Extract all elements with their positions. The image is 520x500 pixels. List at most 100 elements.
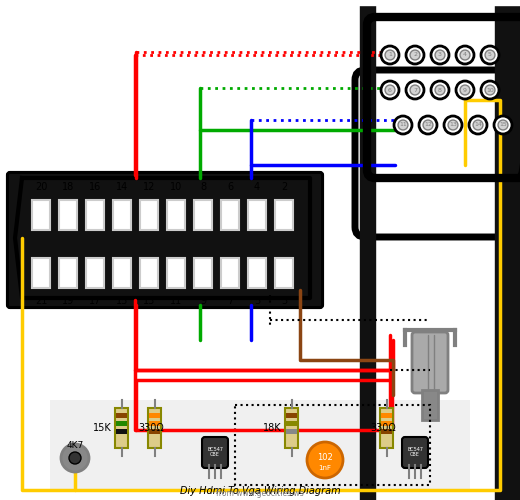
Text: 9: 9	[463, 88, 467, 92]
Bar	[221, 258, 239, 288]
Circle shape	[448, 120, 458, 130]
Text: 16: 16	[89, 182, 101, 192]
Text: 8: 8	[438, 88, 442, 92]
Circle shape	[431, 81, 449, 99]
Text: 14: 14	[474, 122, 482, 128]
Circle shape	[69, 452, 81, 464]
Polygon shape	[495, 0, 510, 500]
Text: 4: 4	[254, 182, 260, 192]
Bar	[286, 421, 297, 426]
Circle shape	[381, 46, 399, 64]
Circle shape	[485, 50, 495, 60]
Bar	[140, 258, 158, 288]
Text: BC547
CBE: BC547 CBE	[407, 446, 423, 458]
Polygon shape	[500, 0, 520, 500]
Text: BC547
CBE: BC547 CBE	[207, 446, 223, 458]
Text: 18K: 18K	[263, 423, 282, 433]
Circle shape	[460, 50, 470, 60]
Circle shape	[435, 50, 445, 60]
Bar	[140, 200, 158, 230]
Circle shape	[498, 120, 508, 130]
Text: 13: 13	[143, 296, 155, 306]
Text: 6: 6	[388, 88, 392, 92]
Text: 9: 9	[200, 296, 206, 306]
Text: 12: 12	[143, 182, 155, 192]
Bar	[194, 258, 212, 288]
Bar	[286, 429, 297, 434]
Circle shape	[444, 116, 462, 134]
Text: 330Ω: 330Ω	[370, 423, 396, 433]
Bar	[50, 400, 470, 490]
FancyBboxPatch shape	[355, 70, 505, 237]
Circle shape	[410, 50, 420, 60]
Bar	[381, 413, 392, 418]
Text: 7: 7	[413, 88, 417, 92]
Bar	[113, 258, 131, 288]
Bar	[275, 258, 293, 288]
Text: from www.geocities.ws: from www.geocities.ws	[216, 489, 304, 498]
Text: 4: 4	[463, 52, 467, 58]
Circle shape	[398, 120, 408, 130]
Text: 18: 18	[62, 182, 74, 192]
Text: 15K: 15K	[93, 423, 112, 433]
Text: 17: 17	[89, 296, 101, 306]
Circle shape	[385, 85, 395, 95]
Bar	[86, 258, 104, 288]
Text: 2: 2	[413, 52, 417, 58]
Text: 1nF: 1nF	[318, 465, 332, 471]
Text: 20: 20	[35, 182, 47, 192]
Bar	[149, 413, 160, 418]
FancyBboxPatch shape	[9, 174, 321, 306]
Bar	[149, 429, 160, 434]
Text: 15: 15	[116, 296, 128, 306]
Text: 14: 14	[116, 182, 128, 192]
Bar	[148, 408, 161, 448]
Circle shape	[381, 81, 399, 99]
Circle shape	[485, 85, 495, 95]
Circle shape	[410, 85, 420, 95]
Text: 21: 21	[35, 296, 47, 306]
Circle shape	[456, 81, 474, 99]
Circle shape	[307, 442, 343, 478]
Bar	[59, 258, 77, 288]
Circle shape	[494, 116, 512, 134]
Text: 1: 1	[388, 52, 392, 58]
Bar	[167, 258, 185, 288]
Circle shape	[423, 120, 433, 130]
Circle shape	[460, 85, 470, 95]
Circle shape	[394, 116, 412, 134]
Bar	[248, 258, 266, 288]
Text: 7: 7	[227, 296, 233, 306]
Circle shape	[481, 81, 499, 99]
Polygon shape	[15, 178, 310, 298]
Circle shape	[473, 120, 483, 130]
Bar	[32, 200, 50, 230]
Bar	[286, 413, 297, 418]
Text: 10: 10	[486, 88, 494, 92]
Bar	[235, 405, 430, 485]
Text: 5: 5	[254, 296, 260, 306]
Text: 10: 10	[170, 182, 182, 192]
Text: 102: 102	[317, 452, 333, 462]
Text: 5: 5	[488, 52, 492, 58]
Bar	[116, 421, 127, 426]
Bar	[32, 258, 50, 288]
Text: 19: 19	[62, 296, 74, 306]
Text: 3: 3	[281, 296, 287, 306]
FancyBboxPatch shape	[412, 332, 448, 393]
Bar	[149, 421, 160, 426]
Text: 6: 6	[227, 182, 233, 192]
Bar	[221, 200, 239, 230]
Bar	[381, 429, 392, 434]
Bar	[116, 413, 127, 418]
Bar	[248, 200, 266, 230]
Circle shape	[431, 46, 449, 64]
Text: Diy Hdmi To Vga Wiring Diagram: Diy Hdmi To Vga Wiring Diagram	[180, 486, 340, 496]
Bar	[380, 408, 393, 448]
Bar	[116, 429, 127, 434]
Text: 15: 15	[499, 122, 507, 128]
Circle shape	[456, 46, 474, 64]
Text: 330Ω: 330Ω	[138, 423, 164, 433]
FancyBboxPatch shape	[402, 437, 428, 468]
Text: 4K7: 4K7	[67, 440, 84, 450]
